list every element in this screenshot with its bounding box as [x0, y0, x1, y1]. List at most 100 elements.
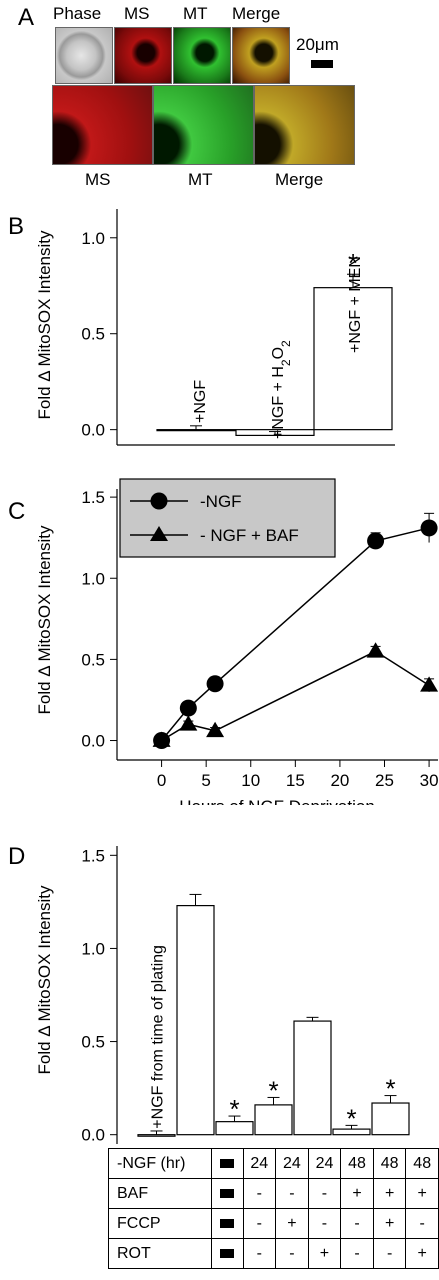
table-cell: - — [242, 1238, 277, 1269]
table-cell: - — [307, 1208, 342, 1239]
data-point — [152, 731, 171, 747]
y-axis-label: Fold Δ MitoSOX Intensity — [35, 885, 54, 1074]
table-cell: - — [372, 1238, 407, 1269]
table-row: BAF - - - + + + — [108, 1178, 439, 1209]
x-tick-label: 10 — [241, 771, 260, 790]
table-row-label: BAF — [108, 1178, 212, 1209]
panel-d-letter: D — [8, 843, 26, 870]
table-cell: + — [372, 1178, 407, 1209]
table-cell: - — [242, 1178, 277, 1209]
significance-star: * — [229, 1094, 239, 1124]
significance-star: * — [385, 1074, 395, 1104]
y-tick-label: 0.5 — [81, 1033, 105, 1052]
y-tick-label: 1.0 — [81, 939, 105, 958]
x-tick-label: 0 — [157, 771, 166, 790]
data-point — [179, 699, 197, 717]
table-cell: + — [405, 1238, 439, 1269]
table-cell: - — [242, 1208, 277, 1239]
table-cell: 24 — [307, 1148, 342, 1179]
label-merge-bottom: Merge — [275, 170, 324, 189]
bar — [176, 904, 215, 1136]
label-mt-bottom: MT — [188, 170, 213, 189]
y-tick-label: 0.0 — [81, 421, 105, 440]
filled-block-icon — [220, 1218, 235, 1228]
y-tick-label: 1.0 — [81, 569, 105, 588]
data-point — [367, 532, 385, 550]
label-ms-bottom: MS — [85, 170, 111, 189]
table-cell: + — [275, 1208, 309, 1239]
data-point — [206, 721, 225, 738]
legend-box — [119, 478, 336, 558]
bar — [215, 1121, 254, 1136]
table-row: -NGF (hr) 24 24 24 48 48 48 — [108, 1148, 439, 1179]
table-cell: 48 — [405, 1148, 439, 1179]
legend-label: - NGF + BAF — [200, 526, 299, 545]
chart-b: 0.0 0.5 1.0 Fold Δ MitoSOX Intensity * +NGF +N… — [35, 209, 395, 446]
data-point — [420, 676, 439, 692]
series-line — [161, 527, 430, 742]
table-cell: 48 — [340, 1148, 374, 1179]
y-tick-label: 0.5 — [81, 325, 105, 344]
bar — [254, 1104, 293, 1136]
micrograph-ms-small — [114, 27, 172, 84]
y-tick-label: 1.5 — [81, 846, 105, 865]
micrograph-merge-large — [254, 85, 355, 165]
x-tick-label: 20 — [330, 771, 349, 790]
table-row: FCCP - + - - + - — [108, 1208, 439, 1239]
data-point — [366, 642, 385, 658]
table-row: ROT - - + - - + — [108, 1238, 439, 1269]
y-tick-label: 0.0 — [81, 1126, 105, 1145]
table-cell: - — [405, 1208, 439, 1239]
filled-block-icon — [220, 1158, 235, 1168]
bar-label: +NGF + MEN — [347, 256, 364, 353]
table-row-label: -NGF (hr) — [108, 1148, 212, 1179]
x-tick-label: 30 — [420, 771, 439, 790]
label-ms-top: MS — [124, 4, 150, 23]
scale-bar — [311, 60, 333, 68]
chart-d: 0.0 0.5 1.0 1.5 Fold Δ MitoSOX Intensity +NGF… — [35, 846, 410, 1145]
bar — [313, 287, 393, 431]
data-point — [179, 715, 198, 731]
bar — [137, 1134, 176, 1137]
bar-label: +NGF + H2O2 — [270, 340, 293, 439]
significance-star: * — [346, 1103, 356, 1133]
micrograph-mt-small — [173, 27, 231, 84]
x-axis-label: Hours of NGF Deprivation — [179, 797, 375, 805]
y-tick-label: 1.5 — [81, 488, 105, 507]
table-cell: 48 — [372, 1148, 407, 1179]
label-mt-top: MT — [183, 4, 208, 23]
y-axis-label: Fold Δ MitoSOX Intensity — [35, 525, 54, 714]
significance-star: * — [348, 248, 358, 278]
label-phase: Phase — [53, 4, 102, 23]
bar-label: +NGF from time of plating — [150, 945, 167, 1129]
legend-marker — [150, 526, 168, 541]
y-axis-label: Fold Δ MitoSOX Intensity — [35, 230, 54, 419]
y-tick-label: 1.0 — [81, 229, 105, 248]
table-cell: + — [340, 1178, 374, 1209]
bar — [293, 1020, 332, 1136]
micrograph-mt-large — [153, 85, 254, 165]
label-merge-top: Merge — [232, 4, 281, 23]
table-cell: - — [307, 1178, 342, 1209]
micrograph-phase — [55, 27, 113, 84]
filled-block-icon — [220, 1188, 235, 1198]
data-point — [206, 675, 224, 693]
micrograph-ms-large — [52, 85, 153, 165]
table-cell: - — [275, 1238, 309, 1269]
panel-a-letter: A — [18, 4, 35, 31]
legend-marker — [150, 492, 168, 510]
y-tick-label: 0.5 — [81, 650, 105, 669]
bar — [371, 1102, 410, 1136]
filled-block-icon — [220, 1248, 235, 1258]
table-cell: + — [372, 1208, 407, 1239]
table-cell: - — [340, 1208, 374, 1239]
table-cell: - — [340, 1238, 374, 1269]
condition-table: -NGF (hr) 24 24 24 48 48 48 BAF - - - + + + FCCP - + - - + -… — [108, 1148, 439, 1269]
x-tick-label: 25 — [375, 771, 394, 790]
table-cell — [210, 1238, 244, 1269]
table-cell — [210, 1208, 244, 1239]
x-tick-label: 15 — [286, 771, 305, 790]
table-row-label: ROT — [108, 1238, 212, 1269]
scale-bar-label: 20μm — [296, 35, 339, 54]
table-cell: 24 — [242, 1148, 277, 1179]
